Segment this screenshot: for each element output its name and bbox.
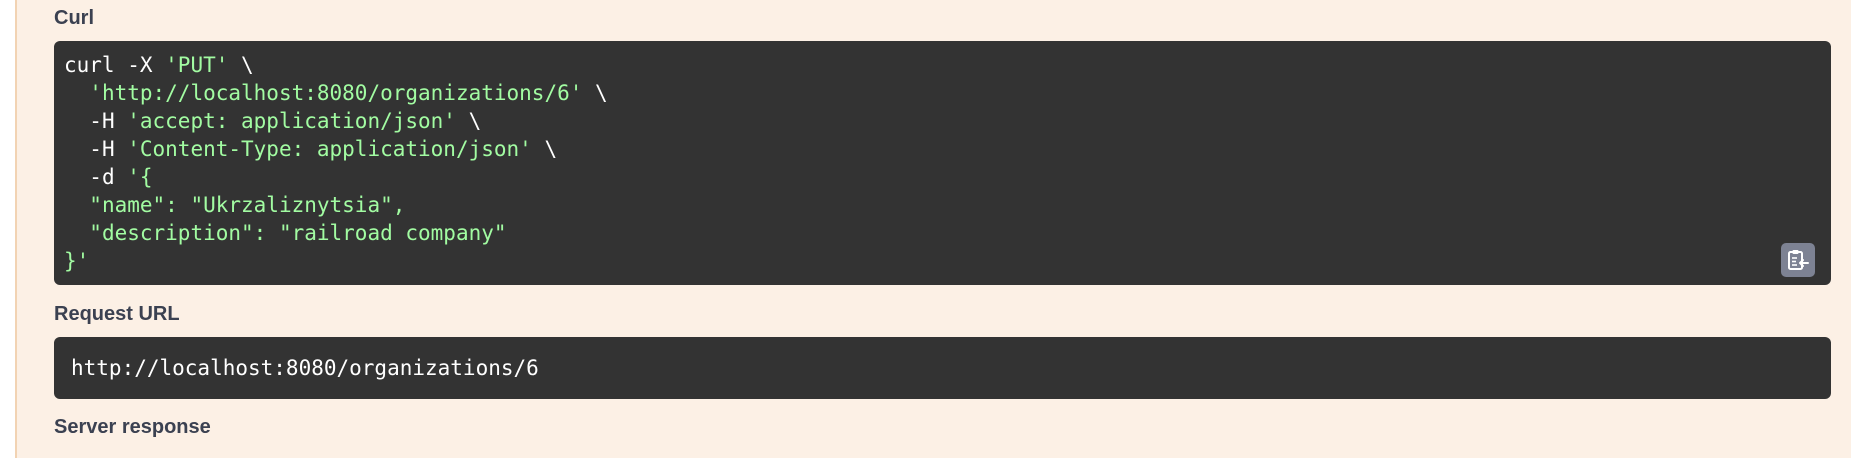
curl-code-block[interactable]: curl -X 'PUT' \ 'http://localhost:8080/o… <box>54 41 1831 285</box>
server-response-label: Server response <box>54 416 211 438</box>
request-url-value: http://localhost:8080/organizations/6 <box>71 356 539 380</box>
curl-flag: -d <box>89 165 128 189</box>
copy-to-clipboard-button[interactable] <box>1781 243 1815 277</box>
curl-flag: -H <box>89 109 128 133</box>
curl-line-5: -d '{ <box>89 165 152 189</box>
curl-header-accept: 'accept: application/json' <box>127 109 456 133</box>
curl-flag: -H <box>89 137 128 161</box>
curl-cmd: curl -X <box>64 53 166 77</box>
curl-line-3: -H 'accept: application/json' \ <box>89 109 481 133</box>
request-panel: Curl curl -X 'PUT' \ 'http://localhost:8… <box>15 0 1851 458</box>
curl-continuation: \ <box>455 109 482 133</box>
request-url-block[interactable]: http://localhost:8080/organizations/6 <box>54 337 1831 399</box>
curl-continuation: \ <box>531 137 558 161</box>
curl-line-4: -H 'Content-Type: application/json' \ <box>89 137 557 161</box>
curl-body-description: "description": "railroad company" <box>89 221 507 245</box>
curl-label: Curl <box>54 7 94 29</box>
request-url-label: Request URL <box>54 303 180 325</box>
curl-body-open: '{ <box>127 165 153 189</box>
curl-url: 'http://localhost:8080/organizations/6' <box>89 81 583 105</box>
clipboard-copy-icon <box>1788 250 1809 270</box>
curl-header-content-type: 'Content-Type: application/json' <box>127 137 532 161</box>
curl-continuation: \ <box>582 81 608 105</box>
curl-line-2: 'http://localhost:8080/organizations/6' … <box>89 81 607 105</box>
curl-continuation: \ <box>228 53 254 77</box>
curl-body-close: }' <box>64 249 90 273</box>
curl-body-name: "name": "Ukrzaliznytsia", <box>89 193 406 217</box>
curl-line-1: curl -X 'PUT' \ <box>64 53 254 77</box>
curl-method: 'PUT' <box>165 53 229 77</box>
